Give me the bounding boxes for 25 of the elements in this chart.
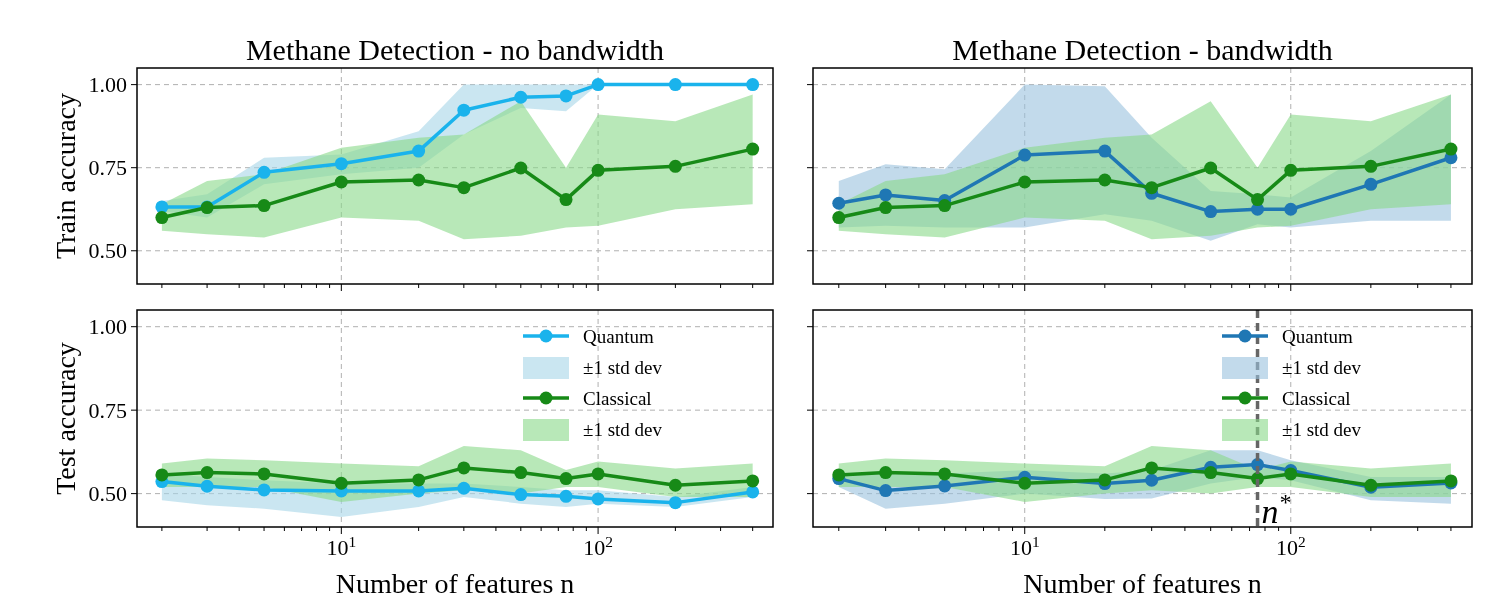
ref-line-label: n$^{*}$ [1261,489,1291,530]
legend-label: Quantum [1282,325,1353,347]
y-tick-label: 0.75 [88,155,127,181]
chart-title: Methane Detection - no bandwidth [245,33,665,66]
chart-title: Methane Detection - bandwidth [952,33,1333,66]
x-tick-label: 10$^{2}$ [583,532,613,560]
y-axis-title: Test accuracy [50,342,81,495]
x-axis-title: Number of features n [1023,568,1262,599]
legend-label: Quantum [583,325,654,347]
y-axis-title: Train accuracy [50,92,81,260]
y-tick-label: 0.50 [88,481,127,507]
y-tick-label: 0.75 [88,397,127,423]
annotation: ±1 std dev [583,356,663,378]
annotation: ±1 std dev [1282,356,1362,378]
y-tick-label: 1.00 [88,72,127,98]
legend-label: Classical [1282,387,1351,409]
legend-label: Classical [583,387,652,409]
x-axis-title: Number of features n [335,568,575,599]
x-tick-label: 10$^{2}$ [1275,532,1306,560]
x-tick-label: 10$^{1}$ [326,532,357,560]
x-tick-label: 10$^{1}$ [1009,532,1040,560]
annotation: ±1 std dev [1282,418,1362,440]
annotation: ±1 std dev [583,418,663,440]
y-tick-label: 0.50 [88,238,127,264]
y-tick-label: 1.00 [88,314,127,340]
